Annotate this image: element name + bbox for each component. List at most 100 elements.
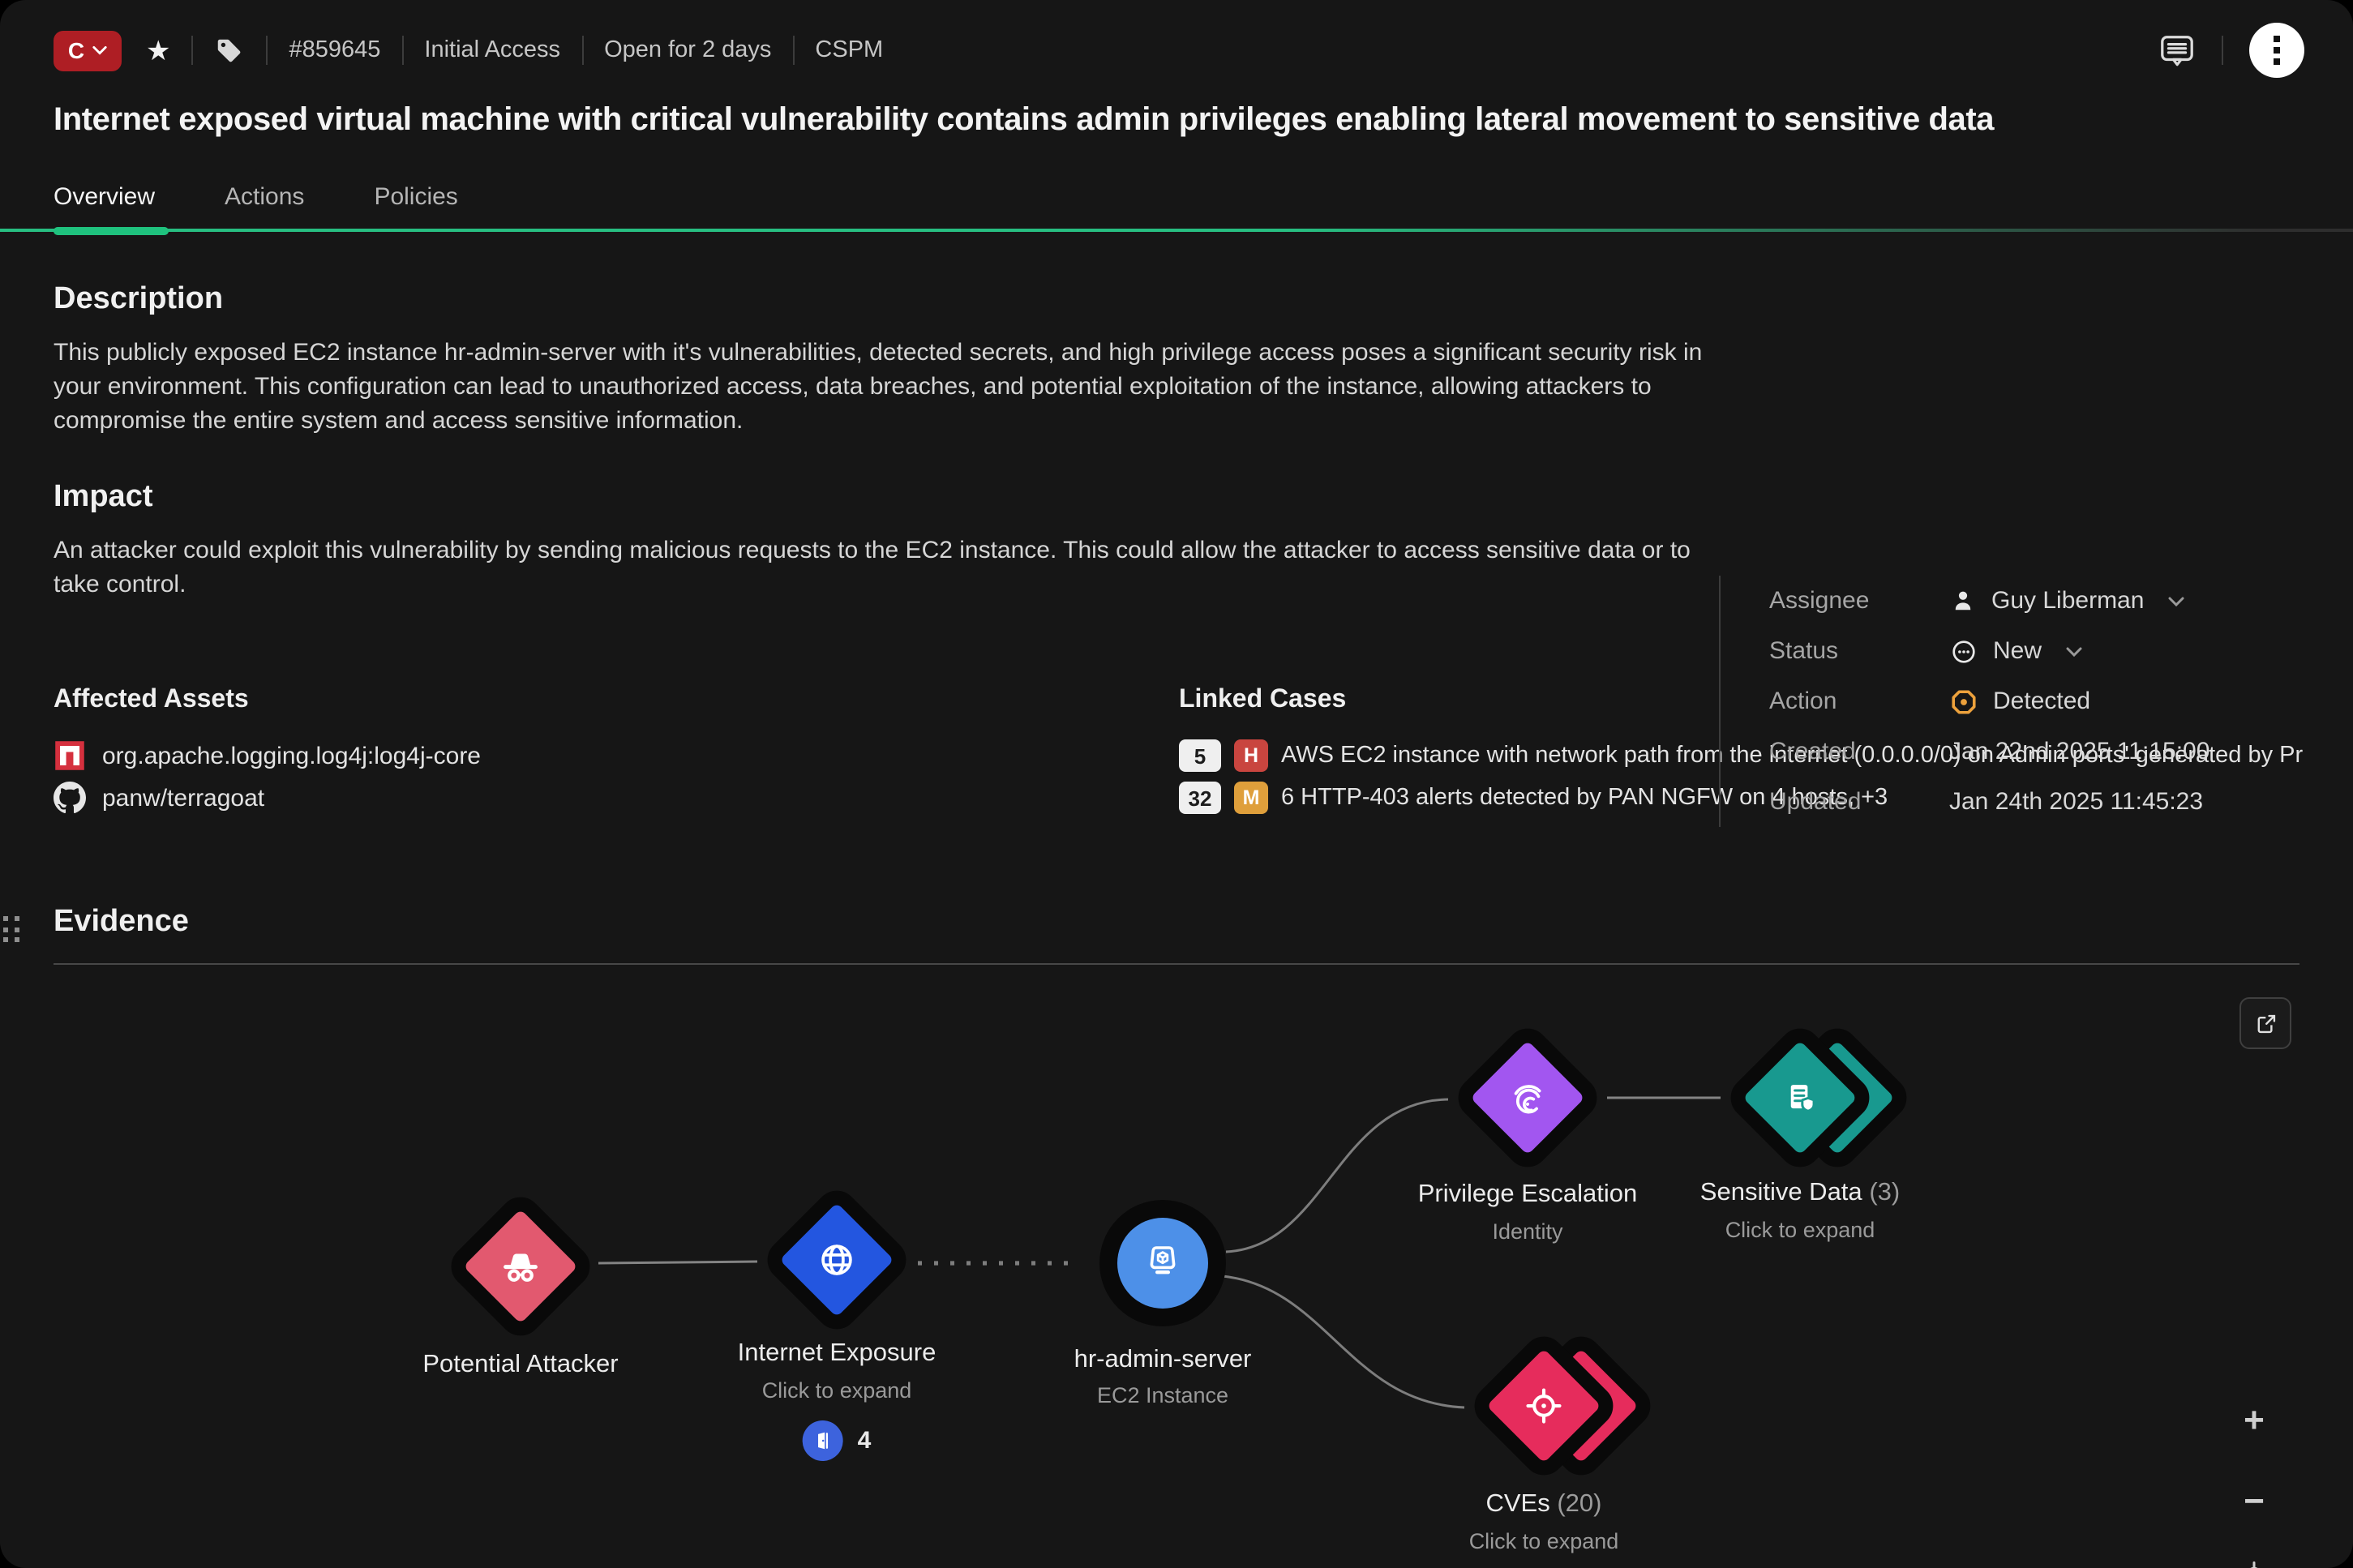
action-label: Action [1769,688,1837,715]
kebab-menu-button[interactable] [2249,23,2304,78]
linked-case-title: AWS EC2 instance with network path from … [1281,743,2303,769]
graph-edges [598,1096,1721,1409]
node-internet-exposure[interactable] [758,1181,915,1339]
page-title: Internet exposed virtual machine with cr… [54,102,1995,138]
edge-server-privesc [1225,1098,1449,1253]
divider [266,36,268,65]
node-expand-hint: Click to expand [1725,1218,1875,1242]
fingerprint-icon [1503,1073,1552,1122]
linked-cases-section: Linked Cases 5 H AWS EC2 instance with n… [1179,686,2303,819]
tab-overview[interactable]: Overview [54,183,156,211]
updated-value: Jan 24th 2025 11:45:23 [1949,788,2204,816]
node-sublabel: Identity [1492,1219,1563,1244]
tag-icon[interactable] [215,35,246,66]
chevron-down-icon [2066,646,2082,656]
open-ports-badge[interactable]: 4 [802,1420,871,1461]
affected-asset-label: panw/terragoat [102,784,265,812]
linked-case-title: 6 HTTP-403 alerts detected by PAN NGFW o… [1281,785,1888,811]
ec2-instance-icon [1137,1233,1189,1293]
linked-cases-heading: Linked Cases [1179,686,1347,713]
created-value: Jan 22nd 2025 11:15:00 [1949,738,2210,765]
divider [581,36,584,65]
updated-label: Updated [1769,788,1862,816]
node-label: Potential Attacker [422,1351,619,1378]
linked-case-count-badge: 32 [1179,782,1221,814]
door-icon [802,1420,843,1461]
status-new-icon [1952,640,1975,662]
impact-text: An attacker could exploit this vulnerabi… [54,537,1691,598]
incognito-icon [495,1241,546,1292]
affected-assets-section: Affected Assets org.apache.logging.log4j… [54,686,1179,819]
node-label: hr-admin-server [1074,1346,1252,1373]
case-category: Initial Access [424,37,561,63]
node-privilege-escalation[interactable] [1449,1019,1606,1176]
globe-icon [812,1236,861,1284]
divider [401,36,404,65]
linked-case-count-badge: 5 [1179,739,1221,772]
case-open-duration: Open for 2 days [604,37,772,63]
favorite-star-icon[interactable]: ★ [146,35,171,66]
tab-bar: Overview Actions Policies [54,183,2353,227]
evidence-graph: Potential Attacker Internet Exposure Cli… [0,965,2353,1568]
chevron-down-icon [2168,596,2184,606]
external-link-icon [2257,1013,2275,1033]
node-hr-admin-server[interactable] [1099,1200,1226,1326]
package-icon [55,741,84,770]
detected-octagon-icon [1952,689,1976,713]
node-sublabel: EC2 Instance [1096,1383,1229,1407]
status-value: New [1993,637,2042,665]
tab-underline [0,227,2353,235]
description-text: This publicly exposed EC2 instance hr-ad… [54,339,1703,435]
created-label: Created [1769,738,1856,765]
crosshair-icon [2250,1561,2258,1568]
node-label: Sensitive Data (3) [1699,1179,1901,1206]
zoom-out-button[interactable]: − [2244,1480,2265,1521]
edge-server-cves [1222,1275,1465,1409]
node-sensitive-data[interactable] [1721,1019,1916,1176]
case-severity-letter: C [67,37,85,63]
node-potential-attacker[interactable] [442,1188,599,1345]
divider [2222,36,2223,65]
affected-asset-item[interactable]: org.apache.logging.log4j:log4j-core [54,735,1179,777]
linked-case-item[interactable]: 5 H AWS EC2 instance with network path f… [1179,735,2303,777]
node-expand-hint: Click to expand [761,1378,912,1403]
github-icon [54,782,86,814]
impact-heading: Impact [54,480,153,514]
affected-assets-heading: Affected Assets [54,686,249,713]
affected-asset-label: org.apache.logging.log4j:log4j-core [102,742,481,769]
severity-medium-badge: M [1234,782,1268,814]
affected-asset-item[interactable]: panw/terragoat [54,777,1179,819]
comments-icon[interactable] [2158,32,2196,69]
chevron-down-icon [92,45,107,55]
status-label: Status [1769,637,1839,665]
divider [792,36,795,65]
zoom-in-button[interactable]: + [2244,1399,2265,1440]
node-label: Internet Exposure [737,1339,936,1367]
case-severity-dropdown[interactable]: C [54,30,122,71]
node-expand-hint: Click to expand [1468,1529,1619,1553]
top-bar: C ★ #859645 Initial Access Open for 2 da… [0,0,2353,78]
case-id: #859645 [289,37,381,63]
case-details-panel: Assignee Guy Liberman Status New Action [1719,576,2304,827]
assignee-value: Guy Liberman [1991,587,2145,615]
person-icon [1955,591,1971,610]
status-dropdown[interactable]: New [1949,636,2082,666]
expand-graph-button[interactable] [2239,997,2291,1049]
node-cves[interactable] [1465,1327,1660,1484]
section-drag-handle[interactable] [3,916,19,942]
tab-actions[interactable]: Actions [225,183,305,211]
node-label: CVEs (20) [1485,1490,1602,1518]
evidence-heading: Evidence [54,905,189,939]
tab-policies[interactable]: Policies [374,183,458,211]
severity-high-badge: H [1234,739,1268,772]
linked-case-item[interactable]: 32 M 6 HTTP-403 alerts detected by PAN N… [1179,777,2303,819]
center-graph-button[interactable] [2231,1558,2277,1568]
node-label: Privilege Escalation [1417,1180,1638,1208]
action-value: Detected [1993,688,2091,715]
divider [54,963,2299,965]
edge-attacker-internet [598,1260,758,1265]
assignee-dropdown[interactable]: Guy Liberman [1949,587,2184,615]
document-shield-icon [1776,1073,1824,1122]
divider [191,36,194,65]
